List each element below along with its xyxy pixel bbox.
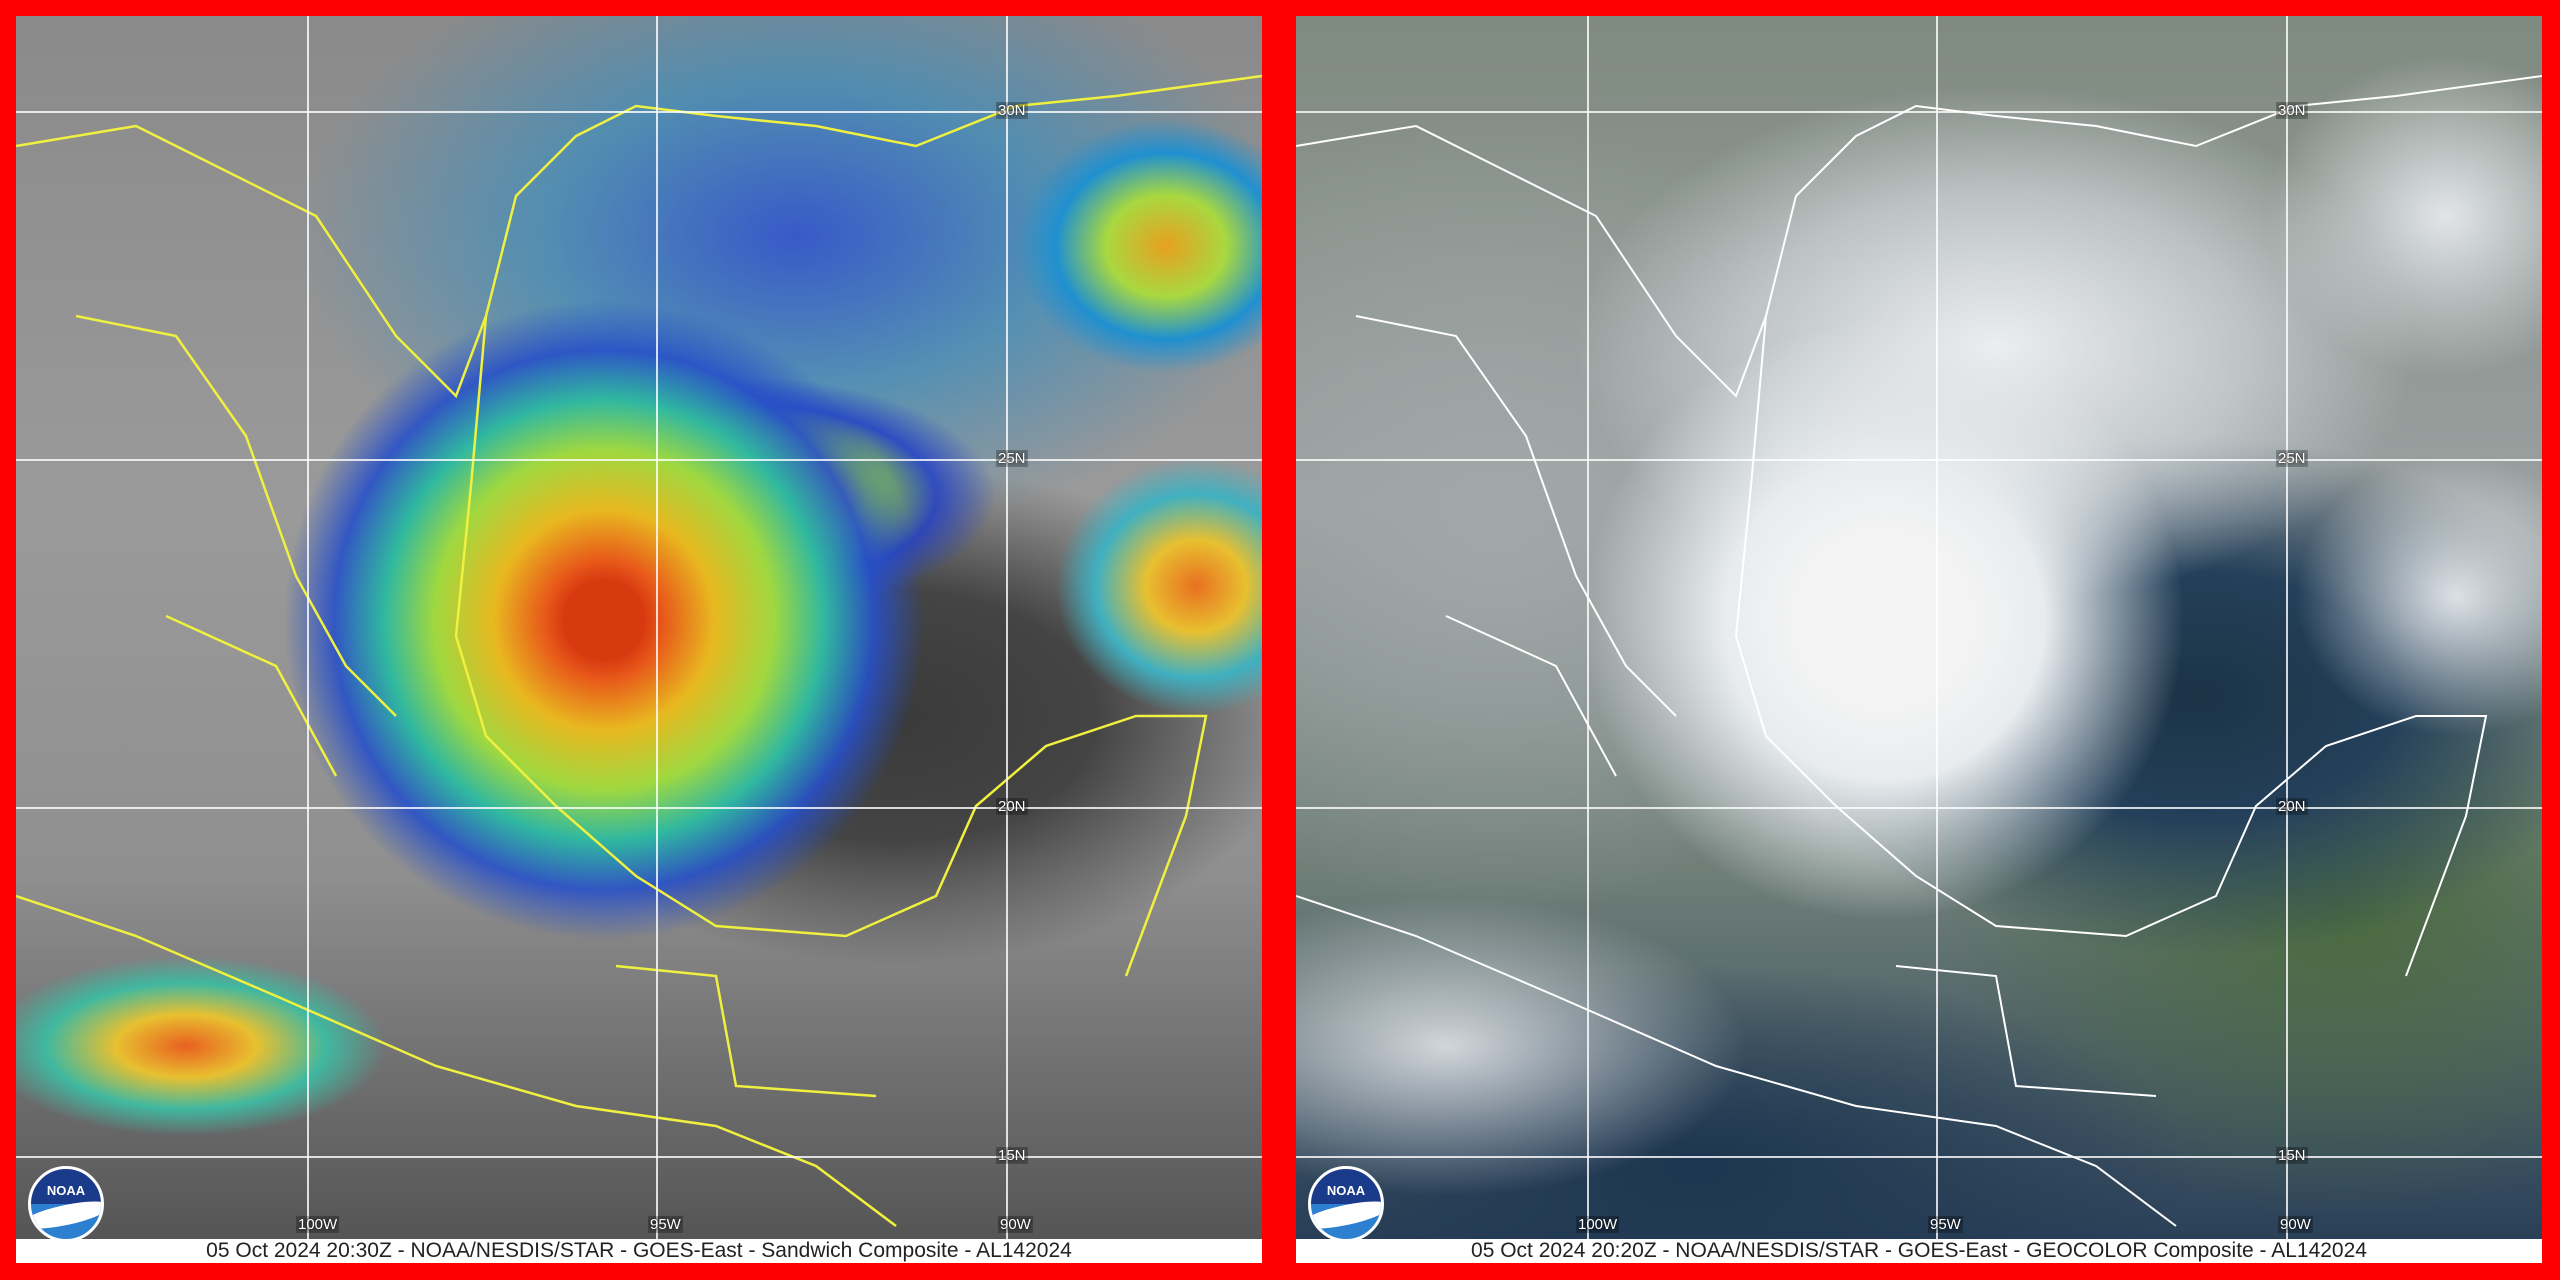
gridline-90w: [1006, 16, 1008, 1239]
gridline-95w: [656, 16, 658, 1239]
lon-label: 100W: [296, 1216, 340, 1233]
lat-label: 20N: [996, 798, 1028, 815]
lat-label: 20N: [2276, 798, 2308, 815]
lat-label: 30N: [2276, 102, 2308, 119]
coastline-overlay: [16, 74, 1262, 1227]
coastlines: [1296, 75, 2542, 1227]
lon-label: 100W: [1576, 1216, 1620, 1233]
gridline-25n: [16, 459, 1262, 461]
geocolor-composite-image: 30N 25N 20N 15N 100W 95W 90W NOAA: [1296, 16, 2542, 1239]
lat-label: 25N: [996, 450, 1028, 467]
noaa-logo: NOAA: [1308, 1166, 1384, 1239]
lat-label: 15N: [996, 1147, 1028, 1164]
lon-label: 95W: [648, 1216, 683, 1233]
gridline-15n: [1296, 1156, 2542, 1158]
lon-label: 90W: [2278, 1216, 2313, 1233]
gridline-15n: [16, 1156, 1262, 1158]
coastlines: [16, 74, 1262, 1227]
gridline-95w: [1936, 16, 1938, 1239]
noaa-logo: NOAA: [28, 1166, 104, 1239]
lat-label: 30N: [996, 102, 1028, 119]
image-caption: 05 Oct 2024 20:20Z - NOAA/NESDIS/STAR - …: [1296, 1239, 2542, 1263]
gridline-90w: [2286, 16, 2288, 1239]
lon-label: 90W: [998, 1216, 1033, 1233]
coastline-overlay: [1296, 75, 2542, 1227]
gridline-20n: [16, 807, 1262, 809]
gridline-20n: [1296, 807, 2542, 809]
gridline-100w: [1587, 16, 1589, 1239]
gridline-25n: [1296, 459, 2542, 461]
image-caption: 05 Oct 2024 20:30Z - NOAA/NESDIS/STAR - …: [16, 1239, 1262, 1263]
lon-label: 95W: [1928, 1216, 1963, 1233]
sandwich-composite-image: 30N 25N 20N 15N 100W 95W 90W NOAA: [16, 16, 1262, 1239]
lat-label: 25N: [2276, 450, 2308, 467]
gridline-30n: [1296, 111, 2542, 113]
gridline-30n: [16, 111, 1262, 113]
lat-label: 15N: [2276, 1147, 2308, 1164]
gridline-100w: [307, 16, 309, 1239]
